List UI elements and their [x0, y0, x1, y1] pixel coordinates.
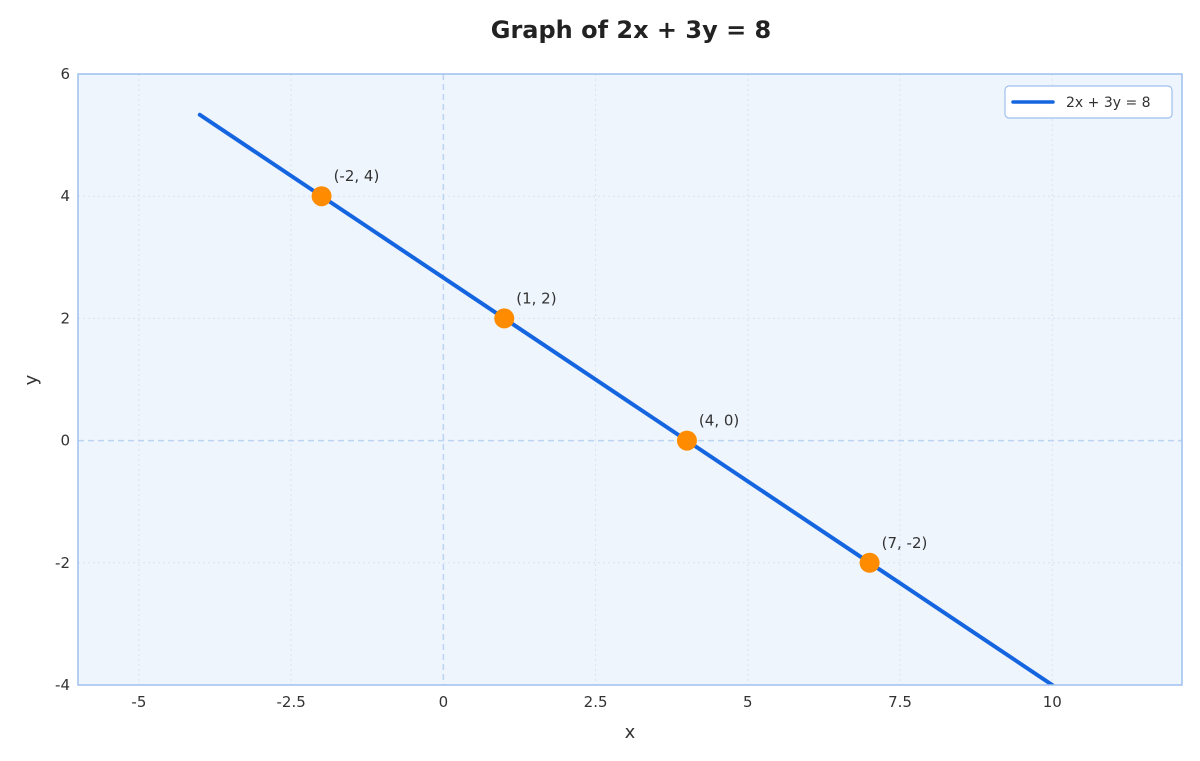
y-tick-label: -4 — [55, 676, 70, 694]
x-axis-label: x — [625, 722, 636, 743]
data-point — [311, 186, 332, 207]
series-line — [197, 112, 1055, 685]
plot-area — [78, 74, 1182, 685]
x-tick-label: 0 — [439, 693, 449, 711]
data-point-label: (-2, 4) — [334, 167, 380, 185]
plot-frame — [77, 73, 1183, 686]
data-point — [859, 552, 880, 573]
x-tick-label: -2.5 — [276, 693, 305, 711]
chart-title: Graph of 2x + 3y = 8 — [491, 16, 772, 44]
y-ticks: -4 -2 0 2 4 6 — [55, 65, 70, 694]
legend-box — [1004, 85, 1173, 119]
y-tick-label: 6 — [60, 65, 70, 83]
y-tick-label: 0 — [60, 432, 70, 450]
series — [197, 112, 1055, 685]
x-tick-label: -5 — [131, 693, 146, 711]
data-point — [676, 430, 697, 451]
points: (-2, 4) (1, 2) (4, 0) (7, -2) — [311, 167, 928, 573]
y-tick-label: -2 — [55, 554, 70, 572]
data-point — [494, 308, 515, 329]
zero-lines — [78, 74, 1182, 685]
x-tick-label: 7.5 — [888, 693, 912, 711]
legend: 2x + 3y = 8 — [1004, 85, 1173, 119]
y-axis-label: y — [21, 374, 42, 385]
y-tick-label: 2 — [60, 309, 70, 327]
y-tick-label: 4 — [60, 187, 70, 205]
legend-label: 2x + 3y = 8 — [1066, 95, 1151, 111]
x-tick-label: 5 — [743, 693, 753, 711]
data-point-label: (1, 2) — [516, 289, 556, 307]
data-point-label: (4, 0) — [699, 412, 739, 430]
x-tick-label: 2.5 — [584, 693, 608, 711]
x-ticks: -5 -2.5 0 2.5 5 7.5 10 — [131, 693, 1061, 711]
data-point-label: (7, -2) — [882, 534, 928, 552]
x-tick-label: 10 — [1043, 693, 1062, 711]
